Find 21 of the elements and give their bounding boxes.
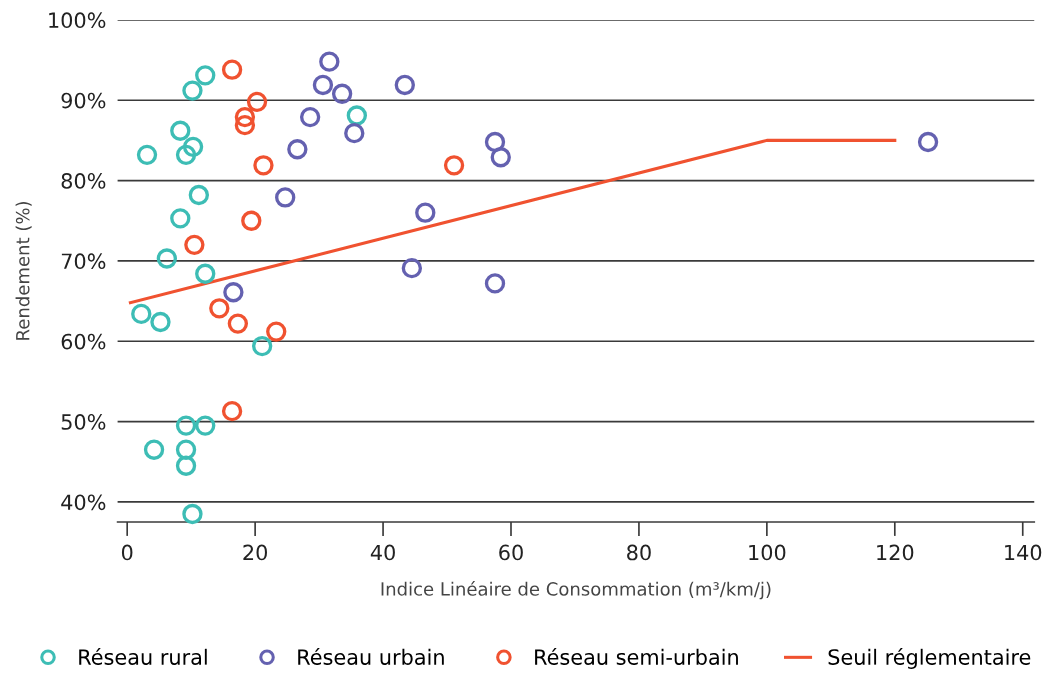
x-axis-title: Indice Linéaire de Consommation (m³/km/j)	[381, 581, 771, 600]
x-tick-label: 100	[749, 544, 786, 561]
x-tick-label: 0	[121, 544, 133, 561]
x-tick-label: 60	[499, 544, 523, 561]
y-tick-label: 40%	[61, 494, 106, 511]
y-tick-label: 90%	[61, 92, 106, 109]
x-tick-label: 80	[627, 544, 651, 561]
legend-label: Réseau semi-urbain	[535, 647, 738, 665]
x-tick-label: 40	[370, 544, 395, 561]
legend-label: Seuil réglementaire	[828, 647, 1031, 669]
y-axis-title: Rendement (%)	[15, 201, 32, 340]
y-tick-label: 60%	[61, 333, 106, 350]
y-tick-label: 70%	[61, 253, 106, 270]
y-tick-label: 50%	[61, 414, 106, 430]
x-tick-label: 120	[877, 544, 914, 561]
x-tick-label: 20	[243, 544, 267, 561]
x-tick-label: 140	[1005, 544, 1042, 561]
y-tick-label: 100%	[49, 12, 106, 29]
legend-label: Réseau rural	[79, 647, 207, 665]
y-tick-label: 80%	[61, 173, 106, 189]
legend-label: Réseau urbain	[298, 647, 444, 665]
